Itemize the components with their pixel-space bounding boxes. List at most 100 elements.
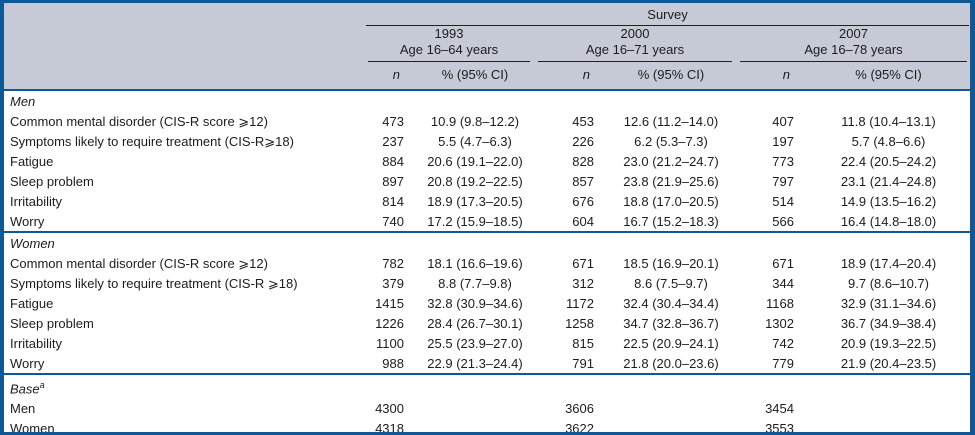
cell-n: 884 — [382, 154, 404, 169]
cell-n: 1415 — [375, 296, 404, 311]
cell-pct: 18.9 (17.3–20.5) — [427, 194, 523, 209]
cell-pct: 20.8 (19.2–22.5) — [427, 174, 523, 189]
group-header-2000: 2000 Age 16–71 years — [534, 26, 736, 62]
table-header: Survey 1993 Age 16–64 years 2000 Age 16–71… — [4, 3, 970, 91]
cell-n: 312 — [572, 276, 594, 291]
table-row: Fatigue 1415 32.8 (30.9–34.6) 1172 32.4 (30.… — [4, 293, 970, 313]
cell-pct — [416, 418, 534, 432]
cell-pct: 22.5 (20.9–24.1) — [623, 336, 719, 351]
group-age-range: Age 16–71 years — [585, 42, 685, 57]
section-header-base: Basea — [4, 372, 970, 399]
cell-pct: 18.5 (16.9–20.1) — [623, 256, 719, 271]
group-header-1993: 1993 Age 16–64 years — [364, 26, 534, 62]
cell-n: 740 — [382, 214, 404, 229]
cell-pct: 28.4 (26.7–30.1) — [427, 316, 523, 331]
cell-n: 3454 — [765, 401, 794, 417]
cell-pct: 25.5 (23.9–27.0) — [427, 336, 523, 351]
cell-pct: 23.8 (21.9–25.6) — [623, 174, 719, 189]
cell-pct — [606, 418, 736, 432]
col-header-pct: % (95% CI) — [416, 62, 534, 91]
cell-n: 782 — [382, 256, 404, 271]
header-spacer — [4, 26, 364, 62]
header-spacer — [4, 3, 364, 26]
cell-pct: 16.7 (15.2–18.3) — [623, 214, 719, 229]
cell-n: 566 — [772, 214, 794, 229]
row-label: Worry — [10, 214, 45, 229]
row-label: Fatigue — [10, 154, 54, 169]
cell-n: 1172 — [566, 296, 594, 311]
section-label: Men — [10, 94, 36, 109]
cell-n: 797 — [772, 174, 794, 189]
cell-n: 3606 — [565, 401, 594, 417]
cell-n: 742 — [772, 336, 794, 351]
survey-header-cell: Survey — [364, 3, 970, 26]
cell-pct: 22.4 (20.5–24.2) — [840, 154, 937, 169]
cell-pct: 23.0 (21.2–24.7) — [623, 154, 719, 169]
cell-n: 473 — [382, 114, 404, 129]
group-age-range: Age 16–64 years — [399, 42, 499, 57]
cell-n: 226 — [572, 134, 594, 149]
cell-n: 379 — [382, 276, 404, 291]
section-header-women: Women — [4, 231, 970, 253]
row-label: Common mental disorder (CIS-R score ⩾12) — [10, 256, 268, 271]
cell-pct: 18.9 (17.4–20.4) — [840, 256, 937, 271]
table-row: Symptoms likely to require treatment (CI… — [4, 273, 970, 293]
cell-n: 988 — [382, 356, 404, 371]
footnote-marker: a — [39, 380, 45, 390]
group-age-range: Age 16–78 years — [804, 42, 903, 57]
cell-pct: 5.5 (4.7–6.3) — [438, 134, 512, 149]
cell-pct: 23.1 (21.4–24.8) — [840, 174, 937, 189]
cell-pct: 20.6 (19.1–22.0) — [427, 154, 523, 169]
survey-title-row: Survey — [4, 3, 970, 26]
cell-pct: 10.9 (9.8–12.2) — [430, 114, 520, 129]
cell-pct: 18.1 (16.6–19.6) — [427, 256, 523, 271]
table-row: Worry 988 22.9 (21.3–24.4) 791 21.8 (20.0–23… — [4, 353, 970, 374]
table-row: Sleep problem 1226 28.4 (26.7–30.1) 1258 34.… — [4, 313, 970, 333]
group-year: 2007 — [839, 26, 868, 41]
cell-n: 791 — [572, 356, 594, 371]
cell-pct: 34.7 (32.8–36.7) — [623, 316, 719, 331]
row-label: Sleep problem — [10, 316, 94, 331]
col-header-pct: % (95% CI) — [806, 62, 970, 91]
group-year: 1993 — [434, 26, 464, 41]
table-row: Sleep problem 897 20.8 (19.2–22.5) 857 23.8 … — [4, 171, 970, 191]
table-row: Worry 740 17.2 (15.9–18.5) 604 16.7 (15.2–18… — [4, 211, 970, 232]
row-label: Sleep problem — [10, 174, 94, 189]
column-header-row: n % (95% CI) n % (95% CI) n % (95% CI) — [4, 62, 970, 91]
survey-header-label: Survey — [366, 5, 970, 26]
cell-pct: 18.8 (17.0–20.5) — [623, 194, 719, 209]
group-header-2007: 2007 Age 16–78 years — [736, 26, 970, 62]
cell-pct — [606, 398, 736, 418]
cell-n: 1168 — [766, 296, 794, 311]
survey-results-table: Survey 1993 Age 16–64 years 2000 Age 16–71… — [4, 3, 970, 432]
cell-pct: 21.9 (20.4–23.5) — [840, 356, 937, 371]
row-label: Irritability — [10, 194, 63, 209]
section-label: Women — [4, 231, 970, 253]
row-label: Irritability — [10, 336, 63, 351]
cell-pct: 36.7 (34.9–38.4) — [840, 316, 937, 331]
cell-pct: 32.4 (30.4–34.4) — [623, 296, 719, 311]
cell-n: 857 — [572, 174, 594, 189]
cell-pct: 12.6 (11.2–14.0) — [623, 114, 719, 129]
cell-pct: 5.7 (4.8–6.6) — [851, 134, 926, 149]
cell-pct: 11.8 (10.4–13.1) — [841, 114, 936, 129]
cell-n: 815 — [572, 336, 594, 351]
row-label: Symptoms likely to require treatment (CI… — [10, 276, 298, 291]
cell-pct: 32.8 (30.9–34.6) — [427, 296, 523, 311]
cell-pct: 9.7 (8.6–10.7) — [848, 276, 929, 291]
section-label: Basea — [4, 372, 970, 399]
cell-pct: 8.6 (7.5–9.7) — [634, 276, 708, 291]
table-row: Irritability 1100 25.5 (23.9–27.0) 815 22.5 … — [4, 333, 970, 353]
group-year: 2000 — [620, 26, 650, 41]
cell-pct: 32.9 (31.1–34.6) — [840, 296, 937, 311]
cell-n: 671 — [572, 256, 594, 271]
cell-pct: 20.9 (19.3–22.5) — [840, 336, 937, 351]
cell-n: 1258 — [565, 316, 594, 331]
col-header-n: n — [736, 62, 806, 91]
cell-n: 4300 — [375, 401, 404, 417]
cell-n: 237 — [382, 134, 404, 149]
col-header-n: n — [534, 62, 606, 91]
row-label: Common mental disorder (CIS-R score ⩾12) — [10, 114, 268, 129]
cell-pct: 6.2 (5.3–7.3) — [634, 134, 708, 149]
